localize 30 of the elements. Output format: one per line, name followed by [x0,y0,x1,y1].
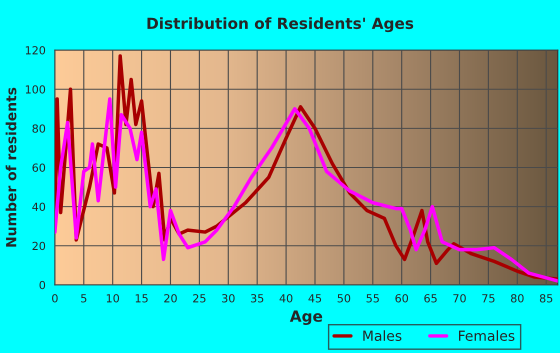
x-tick-label: 25 [193,294,206,302]
x-tick-label: 35 [250,294,264,302]
chart-title: Distribution of Residents' Ages [147,17,414,32]
x-tick-label: 30 [222,294,235,302]
x-axis-title: Age [290,310,322,325]
x-tick-label: 60 [395,294,408,302]
x-tick-label: 70 [453,294,466,302]
y-tick-label: 0 [40,280,46,290]
x-tick-label: 55 [366,294,379,302]
legend-label: Females [459,330,514,341]
y-tick-label: 120 [26,46,46,55]
x-tick-label: 15 [136,294,148,302]
x-tick-label: 40 [280,294,292,302]
y-axis-title: Number of residents [6,88,16,247]
y-tick-label: 40 [32,202,46,211]
y-tick-label: 80 [32,124,46,133]
x-tick-label: 65 [424,294,437,302]
y-tick-label: 100 [26,85,46,94]
x-tick-label: 45 [308,294,322,302]
x-tick-label: 5 [81,294,86,302]
y-tick-label: 60 [32,163,46,172]
x-tick-label: 85 [540,294,552,302]
x-tick-label: 50 [338,294,350,302]
x-tick-label: 10 [106,294,120,302]
x-tick-label: 80 [510,294,524,302]
x-tick-label: 0 [52,294,58,302]
y-tick-label: 20 [32,242,46,250]
legend-label: Males [363,330,402,341]
x-tick-label: 20 [164,294,177,302]
x-tick-label: 75 [482,294,494,302]
